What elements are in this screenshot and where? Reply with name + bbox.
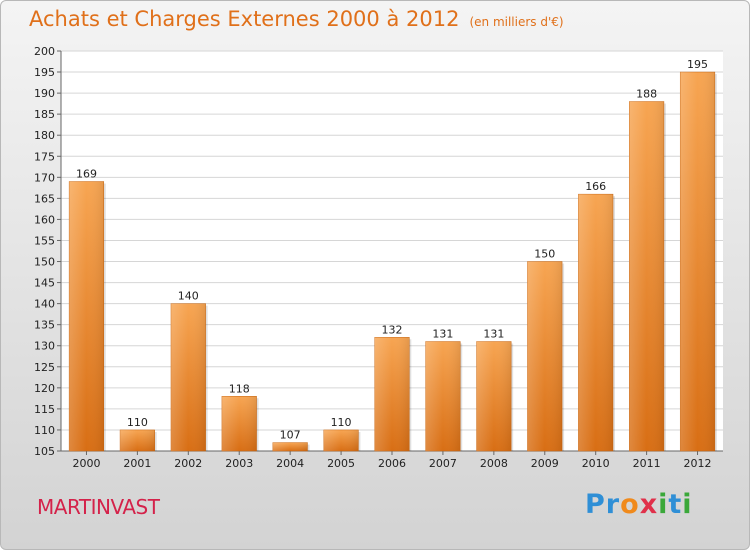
x-tick-label: 2005 <box>327 457 355 470</box>
bar-highlight <box>578 194 614 451</box>
chart-title: Achats et Charges Externes 2000 à 2012 (e… <box>29 7 564 31</box>
y-tick-label: 110 <box>34 424 55 437</box>
bar-value-label: 150 <box>534 248 555 261</box>
bar-value-label: 131 <box>483 328 504 341</box>
bar-value-label: 169 <box>76 168 97 181</box>
y-tick-label: 150 <box>34 256 55 269</box>
bar-highlight <box>629 101 664 452</box>
bar-value-label: 166 <box>585 180 606 193</box>
bar-value-label: 140 <box>178 290 199 303</box>
bar-value-label: 131 <box>432 328 453 341</box>
bar-highlight <box>323 429 359 451</box>
x-tick-label: 2007 <box>429 457 457 470</box>
proxiti-logo: Proxiti <box>585 489 693 520</box>
x-tick-label: 2011 <box>633 457 661 470</box>
y-tick-label: 175 <box>34 150 55 163</box>
y-tick-label: 135 <box>34 319 55 332</box>
y-tick-label: 180 <box>34 129 55 142</box>
bar-highlight <box>680 72 715 451</box>
y-tick-label: 125 <box>34 361 55 374</box>
y-tick-label: 190 <box>34 87 55 100</box>
logo-letter: i <box>658 489 669 520</box>
bar-value-label: 195 <box>687 58 708 71</box>
bar-layer: 169 110 140 118 107 110 132 131 131 150 166 188 195 <box>68 58 717 452</box>
bar-value-label: 118 <box>229 382 250 395</box>
y-tick-label: 200 <box>34 45 55 58</box>
bar-highlight <box>221 396 257 451</box>
bar-highlight <box>69 181 104 452</box>
bar-highlight <box>476 341 512 451</box>
bar-value-label: 110 <box>127 416 148 429</box>
bar-highlight <box>527 261 563 451</box>
bar-highlight <box>425 341 461 451</box>
y-tick-label: 165 <box>34 192 55 205</box>
x-tick-label: 2012 <box>684 457 712 470</box>
x-tick-label: 2001 <box>123 457 151 470</box>
bar-highlight <box>272 442 308 451</box>
logo-letter: r <box>605 489 621 520</box>
logo-letter: o <box>620 489 640 520</box>
x-tick-label: 2003 <box>225 457 253 470</box>
y-tick-label: 145 <box>34 277 55 290</box>
y-tick-label: 130 <box>34 340 55 353</box>
y-tick-label: 170 <box>34 171 55 184</box>
commune-name: MARTINVAST <box>37 495 160 519</box>
x-tick-label: 2008 <box>480 457 508 470</box>
bar-value-label: 132 <box>382 323 403 336</box>
y-tick-label: 195 <box>34 66 55 79</box>
chart-unit: (en milliers d'€) <box>469 15 564 29</box>
y-tick-label: 155 <box>34 234 55 247</box>
y-tick-label: 160 <box>34 213 55 226</box>
logo-letter: i <box>682 489 693 520</box>
axis-layer: 105 110 115 120 125 130 135 140 145 150 155 160 165 1… <box>34 45 723 470</box>
x-tick-label: 2010 <box>582 457 610 470</box>
x-tick-label: 2009 <box>531 457 559 470</box>
logo-letter: x <box>639 489 659 520</box>
bar-highlight <box>374 337 410 451</box>
y-tick-label: 120 <box>34 382 55 395</box>
y-tick-label: 105 <box>34 445 55 458</box>
y-tick-label: 140 <box>34 298 55 311</box>
logo-letter: t <box>668 489 683 520</box>
x-tick-label: 2000 <box>72 457 100 470</box>
x-tick-label: 2004 <box>276 457 304 470</box>
bar-value-label: 107 <box>280 429 301 442</box>
x-tick-label: 2002 <box>174 457 202 470</box>
bar-highlight <box>170 303 206 451</box>
bar-value-label: 110 <box>331 416 352 429</box>
logo-letter: P <box>585 489 606 520</box>
chart-title-text: Achats et Charges Externes 2000 à 2012 <box>29 7 460 31</box>
y-tick-label: 115 <box>34 403 55 416</box>
x-tick-label: 2006 <box>378 457 406 470</box>
bar-value-label: 188 <box>636 88 657 101</box>
bar-highlight <box>120 429 155 451</box>
y-tick-label: 185 <box>34 108 55 121</box>
